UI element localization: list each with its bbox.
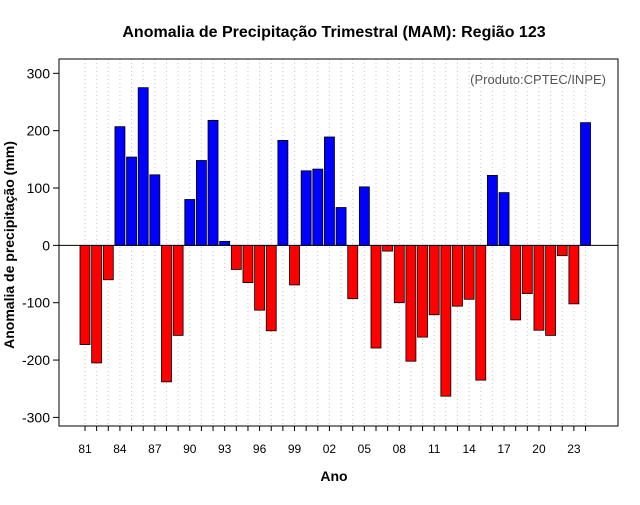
x-tick-label: 96 [253, 442, 267, 456]
bar-22 [556, 244, 568, 257]
x-tick-label: 05 [358, 442, 372, 456]
y-tick-label: -200 [22, 352, 50, 368]
x-axis: 81 84 87 90 93 96 99 02 05 08 11 14 17 20 23 [78, 426, 587, 456]
bar-15 [475, 244, 487, 381]
bar-05 [358, 186, 370, 246]
x-tick-label: 17 [497, 442, 511, 456]
bar-81 [79, 244, 91, 345]
bar-01 [312, 168, 324, 246]
y-tick-label: 0 [42, 237, 50, 253]
bar-18 [510, 244, 522, 321]
bar-92 [207, 119, 219, 246]
x-tick-label: 84 [113, 442, 127, 456]
bar-83 [102, 244, 114, 281]
x-tick-label: 14 [462, 442, 476, 456]
bar-10 [417, 244, 428, 338]
x-tick-label: 11 [428, 442, 441, 456]
bar-90 [184, 199, 196, 246]
product-annotation: (Produto:CPTEC/INPE) [470, 72, 606, 87]
bar-06 [370, 244, 382, 349]
bar-19 [521, 244, 533, 294]
y-tick-label: -100 [22, 295, 50, 311]
x-tick-label: 02 [323, 442, 337, 456]
bar-07 [382, 244, 394, 252]
bar-17 [498, 192, 510, 246]
bar-04 [347, 244, 359, 300]
bar-84 [114, 126, 126, 246]
bar-03 [335, 207, 347, 246]
y-tick-label: 300 [27, 65, 51, 81]
bar-21 [545, 244, 556, 336]
y-axis-label: Anomalia de precipitação (mm) [1, 141, 17, 349]
x-tick-label: 93 [218, 442, 232, 456]
bar-11 [428, 244, 440, 316]
bar-94 [230, 244, 242, 270]
bar-89 [172, 244, 184, 336]
bar-82 [91, 244, 103, 364]
bar-91 [195, 160, 207, 246]
bar-88 [161, 244, 172, 383]
bar-02 [324, 136, 335, 246]
y-tick-label: 100 [27, 180, 51, 196]
x-tick-label: 23 [567, 442, 581, 456]
x-tick-label: 20 [532, 442, 546, 456]
x-tick-label: 81 [78, 442, 92, 456]
bar-98 [277, 140, 289, 246]
bar-09 [405, 244, 417, 362]
bar-14 [463, 244, 475, 300]
x-tick-label: 87 [148, 442, 162, 456]
bar-13 [452, 244, 463, 307]
bar-23 [568, 244, 580, 305]
bar-08 [393, 244, 405, 304]
bar-16 [486, 175, 498, 246]
plot-frame [58, 58, 619, 427]
bar-00 [300, 170, 312, 246]
bar-99 [289, 244, 300, 286]
x-axis-label: Ano [320, 468, 347, 484]
bar-93 [219, 240, 231, 246]
x-tick-label: 08 [393, 442, 407, 456]
bars-layer [79, 87, 591, 397]
y-tick-label: 200 [27, 123, 51, 139]
bar-87 [149, 174, 161, 246]
y-axis: -300 -200 -100 0 100 200 300 [22, 65, 59, 425]
bar-86 [137, 87, 149, 246]
bar-85 [126, 156, 137, 246]
bar-97 [265, 244, 277, 332]
bar-20 [533, 244, 545, 331]
x-tick-label: 90 [183, 442, 197, 456]
bar-96 [254, 244, 266, 311]
bar-24 [580, 122, 591, 246]
bar-12 [440, 244, 452, 397]
x-tick-label: 99 [288, 442, 302, 456]
chart-title: Anomalia de Precipitação Trimestral (MAM… [122, 24, 545, 41]
y-tick-label: -300 [22, 409, 50, 425]
bar-95 [242, 244, 254, 284]
